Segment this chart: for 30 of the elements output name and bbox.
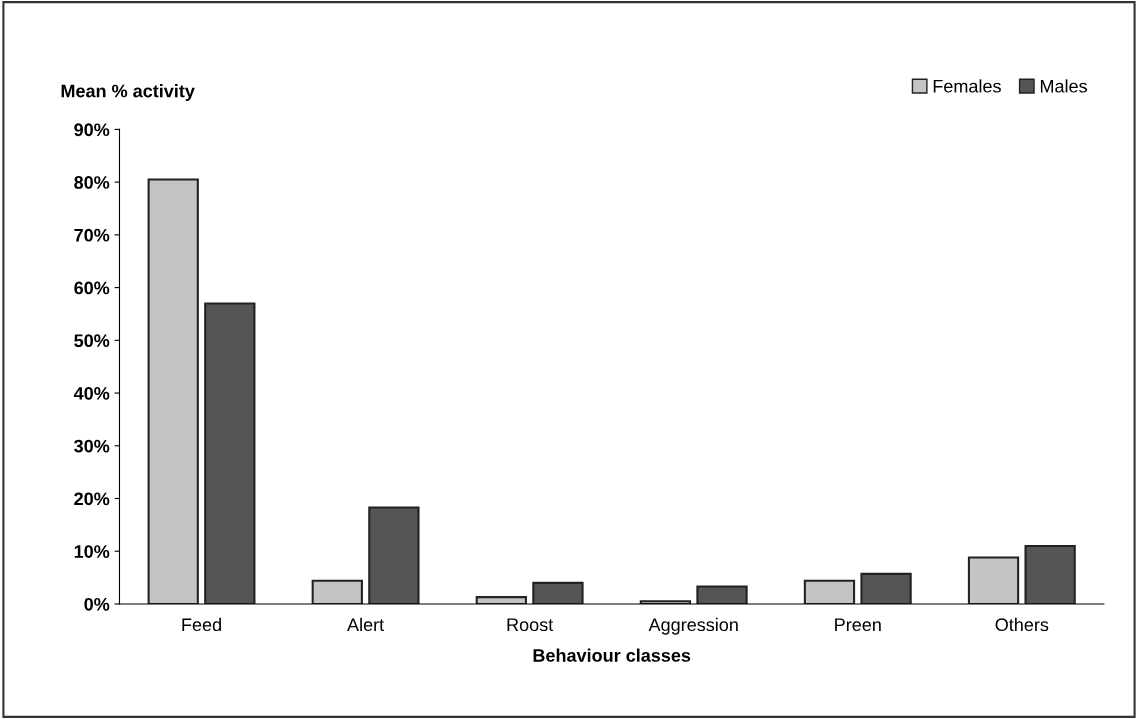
x-tick-label: Others [995,617,1049,632]
bar [532,581,584,604]
bar [1024,544,1076,604]
y-tick-label: 40% [73,386,110,400]
x-tick-label: Alert [347,617,385,632]
bar [696,585,748,604]
legend-label: Males [1040,79,1087,93]
y-axis-title: Mean % activity [61,84,195,101]
y-tick-label: 60% [74,281,110,295]
y-tick-label: 20% [74,492,110,506]
bar [311,579,363,604]
bar [147,178,199,604]
y-tick-label: 0% [84,597,110,611]
bar [860,572,912,604]
y-tick-label: 50% [74,334,110,348]
y-tick-label: 90% [74,123,110,137]
bar [204,302,256,604]
x-axis-title: Behaviour classes [533,648,691,662]
legend-label: Females [933,79,1001,93]
y-tick-label: 70% [74,228,110,242]
bar [803,579,856,604]
bar [967,556,1020,604]
x-tick-label: Aggression [648,617,738,635]
bar [368,506,420,604]
y-tick-label: 30% [74,439,110,453]
y-tick-label: 80% [74,176,110,189]
x-tick-label: Preen [835,618,881,632]
x-tick-label: Roost [507,618,554,632]
y-tick-label: 10% [74,545,110,558]
x-tick-label: Feed [182,617,221,632]
